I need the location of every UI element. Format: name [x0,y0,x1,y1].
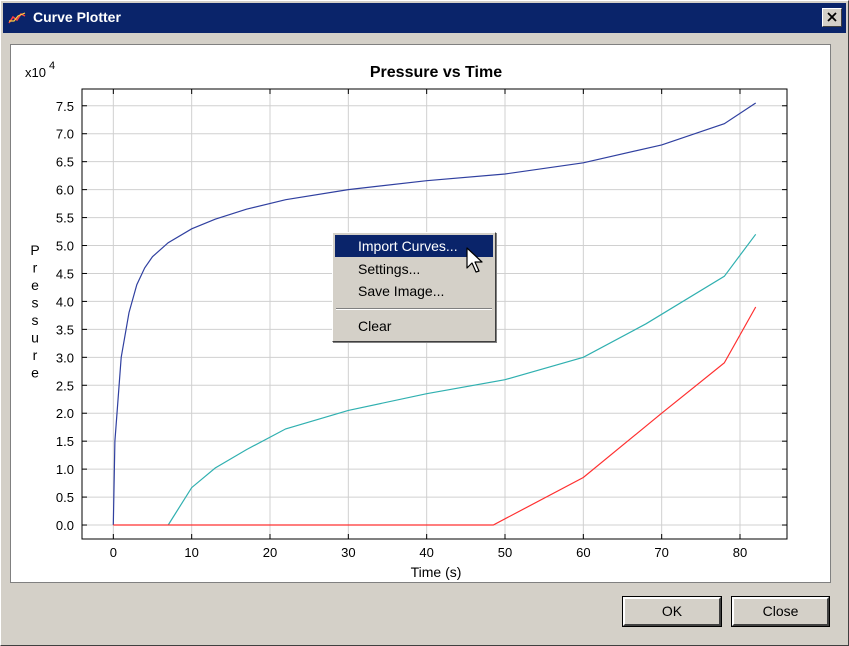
y-tick-label: 3.5 [56,322,74,337]
chart-title: Pressure vs Time [370,64,502,81]
y-axis-label-letter: r [33,347,38,363]
x-tick-label: 50 [498,545,512,560]
y-tick-label: 4.0 [56,294,74,309]
y-tick-label: 6.5 [56,155,74,170]
series-line-3 [113,306,757,526]
x-tick-label: 70 [654,545,668,560]
y-axis-label-letter: P [30,242,39,258]
title-bar[interactable]: Curve Plotter [3,3,846,33]
close-icon [827,12,837,22]
y-tick-label: 0.5 [56,490,74,505]
y-tick-label: 2.5 [56,378,74,393]
y-multiplier-exponent: 4 [49,60,55,72]
series-line-2 [167,233,757,526]
close-button[interactable]: Close [731,596,830,627]
x-tick-label: 60 [576,545,590,560]
x-tick-label: 30 [341,545,355,560]
x-axis-label: Time (s) [411,564,462,580]
ok-button[interactable]: OK [622,596,722,627]
y-axis-label: Pressure [30,242,39,381]
menu-item-import-curves[interactable]: Import Curves... [335,235,493,257]
menu-item-clear[interactable]: Clear [358,318,392,334]
y-axis-label-letter: s [32,312,39,328]
close-window-button[interactable] [822,8,842,27]
y-tick-label: 7.5 [56,99,74,114]
y-axis-label-letter: s [32,295,39,311]
x-tick-label: 20 [263,545,277,560]
y-multiplier-base: x10 [25,65,46,80]
y-multiplier: x10 4 [25,60,55,80]
menu-item-save-image[interactable]: Save Image... [358,283,445,299]
axes-frame [81,88,788,540]
y-tick-label: 1.0 [56,462,74,477]
y-tick-label: 5.0 [56,239,74,254]
y-tick-label: 2.0 [56,406,74,421]
mouse-pointer-icon [466,247,483,273]
y-axis-label-letter: e [31,277,39,293]
x-tick-label: 40 [419,545,433,560]
y-axis-label-letter: r [33,260,38,276]
app-icon [8,11,26,25]
menu-separator [336,308,492,310]
x-tick-label: 80 [733,545,747,560]
y-tick-label: 0.0 [56,518,74,533]
series-line-1 [112,102,757,526]
y-axis-label-letter: u [31,330,39,346]
y-tick-label: 7.0 [56,127,74,142]
y-tick-label: 1.5 [56,434,74,449]
y-tick-label: 3.0 [56,350,74,365]
window-title: Curve Plotter [33,9,121,25]
x-tick-label: 10 [184,545,198,560]
y-tick-label: 5.5 [56,211,74,226]
y-axis-label-letter: e [31,365,39,381]
y-tick-label: 4.5 [56,266,74,281]
menu-item-settings[interactable]: Settings... [358,261,421,277]
x-tick-label: 0 [110,545,117,560]
y-tick-label: 6.0 [56,183,74,198]
